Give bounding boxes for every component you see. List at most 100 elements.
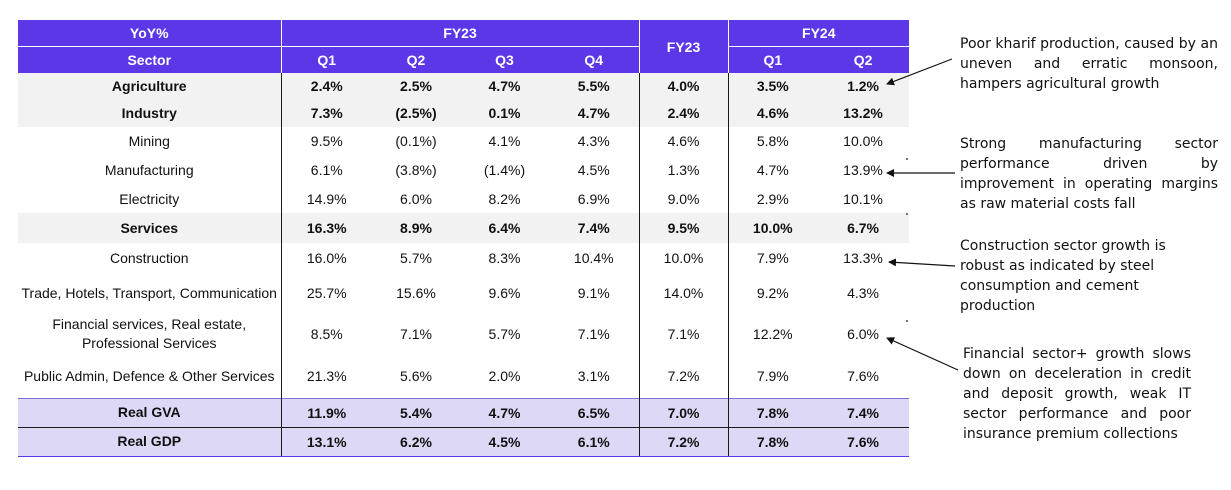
growth-value-cell: 4.3%	[847, 285, 879, 301]
separator-dot	[906, 158, 908, 160]
growth-value-cell: 12.2%	[727, 313, 818, 355]
table-row: Real GVA 11.9% 5.4% 4.7% 6.5% 7.0% 7.8% 7.4%	[18, 397, 910, 427]
growth-value-cell: 8.9%	[372, 213, 460, 243]
sector-label: Manufacturing	[104, 161, 194, 178]
table-row: Agriculture 2.4% 2.5% 4.7% 5.5% 4.0% 3.5% 1.2%	[18, 73, 910, 99]
growth-value-cell: 6.4%	[460, 213, 549, 243]
growth-value-cell: 1.3%	[638, 155, 729, 185]
growth-value-cell: 8.2%	[488, 191, 521, 207]
growth-value-cell: 10.0%	[727, 213, 818, 243]
growth-value-cell: 4.7%	[460, 73, 549, 99]
growth-value-cell: 9.0%	[638, 185, 729, 213]
growth-value-cell: 4.6%	[727, 99, 818, 127]
growth-value-cell: 4.7%	[549, 99, 640, 127]
growth-value-cell: 9.6%	[488, 285, 521, 301]
growth-value-cell: 7.9%	[727, 355, 818, 398]
growth-value-cell: 7.3%	[280, 99, 372, 127]
growth-value-cell: 7.1%	[400, 326, 432, 342]
header-row-groups: YoY% FY23 FY23 FY24	[18, 20, 910, 73]
growth-value-cell: 5.8%	[727, 127, 818, 155]
growth-value-cell: 9.2%	[727, 273, 818, 313]
sector-header: Sector	[18, 46, 281, 73]
corner-label: YoY%	[18, 20, 281, 47]
growth-value-cell: (2.5%)	[372, 99, 460, 127]
growth-value-cell: 2.0%	[488, 368, 521, 385]
growth-value-cell: 7.1%	[638, 313, 729, 355]
growth-value-cell: 13.9%	[843, 162, 883, 178]
gva-growth-table: YoY% FY23 FY23 FY24 Sector Q1 Q2 Q3 Q4 Q…	[18, 20, 910, 457]
growth-value-cell: 5.7%	[488, 326, 521, 342]
growth-value-cell: 4.5%	[460, 426, 549, 457]
header-row-quarters: Sector Q1 Q2 Q3 Q4 Q1 Q2	[18, 46, 910, 73]
growth-value-cell: 5.4%	[372, 397, 460, 427]
growth-value-cell: (3.8%)	[395, 162, 437, 178]
quarter-header: Q2	[372, 46, 460, 73]
financial-annotation: Financial sector+ growth slows down on d…	[963, 346, 1191, 442]
growth-value-cell: 7.2%	[638, 355, 729, 398]
growth-value-cell: 6.0%	[400, 191, 432, 207]
growth-value-cell: 6.5%	[549, 397, 640, 427]
growth-value-cell: 5.6%	[400, 368, 432, 385]
separator-dot	[906, 213, 908, 215]
growth-value-cell: 7.8%	[727, 397, 818, 427]
growth-value-cell: 2.4%	[280, 73, 372, 99]
growth-value-cell: 7.1%	[577, 326, 610, 342]
growth-value-cell: 25.7%	[280, 273, 372, 313]
growth-value-cell: 6.0%	[847, 326, 879, 342]
table-row: Public Admin, Defence & Other Services 21…	[18, 355, 909, 398]
growth-value-cell: 2.5%	[372, 73, 460, 99]
growth-value-cell: 6.9%	[577, 191, 610, 207]
growth-value-cell: 6.2%	[372, 426, 460, 457]
quarter-header: Q1	[727, 46, 818, 73]
growth-value-cell: 13.3%	[843, 250, 883, 266]
quarter-header: Q3	[460, 46, 549, 73]
sector-label: Construction	[109, 249, 189, 266]
growth-value-cell: 7.4%	[549, 213, 640, 243]
fy23-quarters-header: FY23	[280, 20, 640, 47]
growth-value-cell: 6.1%	[280, 155, 372, 185]
financial-arrow	[886, 337, 959, 371]
growth-value-cell: 3.1%	[577, 368, 610, 385]
sector-label: Real GDP	[18, 426, 281, 457]
growth-value-cell: 16.0%	[280, 243, 372, 273]
growth-value-cell: 7.6%	[847, 368, 879, 385]
growth-value-cell: 15.6%	[396, 285, 436, 301]
quarter-header: Q1	[280, 46, 372, 73]
growth-value-cell: 4.1%	[488, 133, 521, 149]
growth-value-cell: 5.7%	[400, 250, 432, 266]
growth-value-cell: 9.5%	[638, 213, 729, 243]
sector-label: Trade, Hotels, Transport, Communication	[21, 284, 277, 301]
growth-value-cell: 7.4%	[817, 397, 910, 427]
construction-arrow	[888, 258, 956, 267]
table-row: Real GDP 13.1% 6.2% 4.5% 6.1% 7.2% 7.8% 7.6%	[18, 426, 910, 457]
growth-value-cell: 5.5%	[549, 73, 640, 99]
growth-value-cell: 4.6%	[638, 127, 729, 155]
quarter-header: Q4	[549, 46, 640, 73]
growth-value-cell: (1.4%)	[483, 162, 526, 178]
growth-value-cell: 10.4%	[573, 250, 614, 266]
growth-value-cell: 7.2%	[638, 426, 729, 457]
growth-value-cell: 3.5%	[727, 73, 818, 99]
table-row: Trade, Hotels, Transport, Communication 2…	[18, 273, 909, 313]
table-row: Mining 9.5% (0.1%) 4.1% 4.3% 4.6% 5.8% 10.0%	[18, 127, 909, 155]
table-row: Construction 16.0% 5.7% 8.3% 10.4% 10.0% 7.9% 1…	[18, 243, 909, 273]
growth-value-cell: 13.2%	[817, 99, 910, 127]
fy24-header: FY24	[727, 20, 910, 47]
growth-value-cell: 0.1%	[460, 99, 549, 127]
table-row: Services 16.3% 8.9% 6.4% 7.4% 9.5% 10.0% 6.7%	[18, 213, 910, 243]
sector-label: Electricity	[119, 190, 180, 207]
table-row: Industry 7.3% (2.5%) 0.1% 4.7% 2.4% 4.6% 13.2%	[18, 99, 910, 127]
manufacturing-annotation: Strong manufacturing sector performance …	[960, 136, 1218, 212]
growth-value-cell: 4.5%	[577, 162, 610, 178]
growth-value-cell: 11.9%	[280, 397, 372, 427]
sector-label: Industry	[18, 99, 281, 127]
growth-value-cell: 14.0%	[638, 273, 729, 313]
table-row: Electricity 14.9% 6.0% 8.2% 6.9% 9.0% 2.9% 10.1…	[18, 185, 909, 213]
sector-label: Real GVA	[18, 397, 281, 427]
growth-value-cell: 8.3%	[488, 250, 521, 266]
growth-value-cell: 4.3%	[577, 133, 610, 149]
growth-value-cell: 6.1%	[549, 426, 640, 457]
growth-value-cell: 9.1%	[577, 285, 610, 301]
sector-label: Mining	[128, 132, 170, 149]
